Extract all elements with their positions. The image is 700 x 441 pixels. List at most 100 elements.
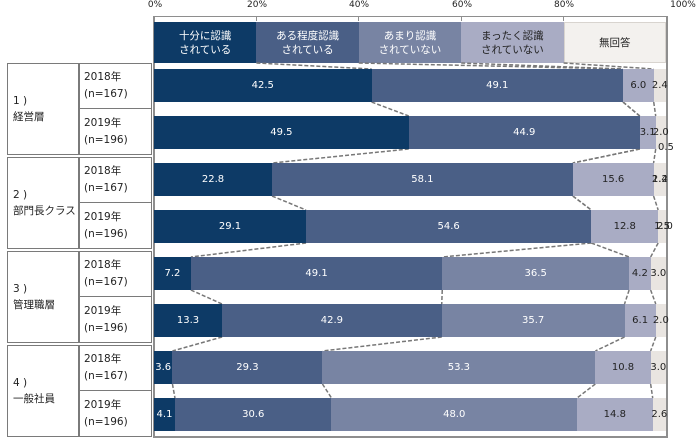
bar-segment: 13.3 <box>154 304 223 337</box>
year-cell: 2018年 (n=167) <box>80 64 151 109</box>
bar-segment: 30.6 <box>174 398 332 431</box>
bar-segment: 58.1 <box>272 163 573 196</box>
bar-segment: 6.0 <box>622 69 654 102</box>
bar-segment: 2.4 <box>651 163 668 196</box>
tickmark <box>256 16 257 21</box>
bar-segment: 2.0 <box>652 304 669 337</box>
small-value-label: 1.2 <box>652 174 668 185</box>
year-label: 2019年 <box>84 210 122 223</box>
sample-size-label: (n=167) <box>84 182 128 194</box>
x-tick-60: 60% <box>451 0 473 10</box>
sample-size-label: (n=196) <box>84 227 128 240</box>
segment-value-label: 2.6 <box>651 409 668 420</box>
group-label: 1 ) 経営層 <box>8 64 80 154</box>
small-value-label: 0.5 <box>658 142 674 153</box>
year-label: 2019年 <box>84 304 122 317</box>
segment-value-label: 7.2 <box>164 268 181 279</box>
year-label: 2019年 <box>84 116 122 129</box>
segment-value-label: 49.1 <box>486 80 509 91</box>
bar-segment: 22.8 <box>154 163 273 196</box>
year-label: 2019年 <box>84 398 122 411</box>
year-cell: 2018年 (n=167) <box>80 158 151 203</box>
tickmark <box>358 16 359 21</box>
row-group-3: 3 ) 管理職層 2018年 (n=167) 2019年 (n=196) <box>7 251 152 343</box>
year-cell: 2018年 (n=167) <box>80 346 151 391</box>
bar-segment: 35.7 <box>441 304 625 337</box>
legend-item-3: まったく認識 されていない <box>461 22 564 63</box>
bar-segment: 42.9 <box>222 304 442 337</box>
legend-item-0: 十分に認識 されている <box>154 22 257 63</box>
segment-value-label: 4.2 <box>631 268 648 279</box>
bar-segment: 2.4 <box>651 69 668 102</box>
segment-value-label: 36.5 <box>524 268 547 279</box>
bar-segment: 2.6 <box>651 398 668 431</box>
legend: 十分に認識 されている ある程度認識 されている あまり認識 されていない まったく認… <box>154 22 666 63</box>
tickmark <box>461 16 462 21</box>
bar-row-6: 13.3 42.9 35.7 6.1 2.0 <box>154 304 669 337</box>
segment-value-label: 44.9 <box>513 127 536 138</box>
bar-segment: 44.9 <box>408 116 640 149</box>
row-group-4: 4 ) 一般社員 2018年 (n=167) 2019年 (n=196) <box>7 345 152 437</box>
sample-size-label: (n=196) <box>84 321 128 334</box>
x-tick-20: 20% <box>246 0 268 10</box>
x-tick-40: 40% <box>348 0 370 10</box>
row-group-2: 2 ) 部門長クラス 2018年 (n=167) 2019年 (n=196) <box>7 157 152 249</box>
bar-segment: 36.5 <box>442 257 630 290</box>
bar-segment: 29.1 <box>154 210 307 243</box>
segment-value-label: 1.5 <box>654 221 671 232</box>
segment-value-label: 2.4 <box>651 80 668 91</box>
segment-value-label: 12.8 <box>613 221 636 232</box>
bar-segment: 12.8 <box>591 210 659 243</box>
segment-value-label: 30.6 <box>242 409 265 420</box>
year-cell: 2019年 (n=196) <box>80 297 151 342</box>
segment-value-label: 3.6 <box>155 362 172 373</box>
segment-value-label: 58.1 <box>411 174 434 185</box>
bar-segment: 1.5 <box>654 210 670 243</box>
segment-value-label: 3.0 <box>650 268 667 279</box>
bar-segment: 3.6 <box>154 351 173 384</box>
row-group-1: 1 ) 経営層 2018年 (n=167) 2019年 (n=196) <box>7 63 152 155</box>
bar-segment: 54.6 <box>306 210 592 243</box>
small-value-label: 2.0 <box>657 221 673 232</box>
bar-row-5: 7.2 49.1 36.5 4.2 3.0 <box>154 257 666 290</box>
bar-segment: 3.0 <box>650 351 666 384</box>
segment-value-label: 53.3 <box>447 362 471 373</box>
bar-segment: 48.0 <box>331 398 577 431</box>
legend-item-1: ある程度認識 されている <box>256 22 359 63</box>
year-label: 2018年 <box>84 165 122 177</box>
segment-value-label: 6.0 <box>630 80 647 91</box>
segment-value-label: 14.8 <box>603 409 626 420</box>
segment-value-label: 29.1 <box>218 221 242 232</box>
sample-size-label: (n=167) <box>84 370 128 382</box>
year-cell: 2019年 (n=196) <box>80 109 151 154</box>
bar-segment: 7.2 <box>154 257 191 290</box>
bar-row-7: 3.6 29.3 53.3 10.8 3.0 <box>154 351 666 384</box>
group-label: 4 ) 一般社員 <box>8 346 80 436</box>
tickmark <box>563 16 564 21</box>
bar-segment: 10.8 <box>595 351 651 384</box>
group-label: 2 ) 部門長クラス <box>8 158 80 248</box>
sample-size-label: (n=196) <box>84 133 128 146</box>
legend-item-4: 無回答 <box>563 22 666 63</box>
bar-row-1: 42.5 49.1 6.0 2.4 <box>154 69 668 102</box>
segment-value-label: 3.1 <box>639 127 656 138</box>
bar-segment: 49.1 <box>371 69 623 102</box>
bar-segment: 6.1 <box>624 304 656 337</box>
segment-value-label: 42.5 <box>251 80 274 91</box>
segment-value-label: 15.6 <box>602 174 625 185</box>
segment-value-label: 35.7 <box>521 315 545 326</box>
segment-value-label: 2.0 <box>652 315 669 326</box>
segment-value-label: 2.4 <box>651 174 668 185</box>
bar-row-3: 22.8 58.1 15.6 2.4 <box>154 163 668 196</box>
year-label: 2018年 <box>84 259 122 271</box>
bar-segment: 3.1 <box>639 116 656 149</box>
sample-size-label: (n=167) <box>84 276 128 288</box>
segment-value-label: 49.5 <box>270 127 293 138</box>
bar-segment: 53.3 <box>322 351 596 384</box>
bar-segment: 15.6 <box>572 163 654 196</box>
bar-segment: 4.2 <box>629 257 651 290</box>
segment-value-label: 13.3 <box>176 315 200 326</box>
plot-top-border <box>153 16 668 17</box>
segment-value-label: 22.8 <box>201 174 225 185</box>
bar-segment: 2.0 <box>653 116 669 149</box>
